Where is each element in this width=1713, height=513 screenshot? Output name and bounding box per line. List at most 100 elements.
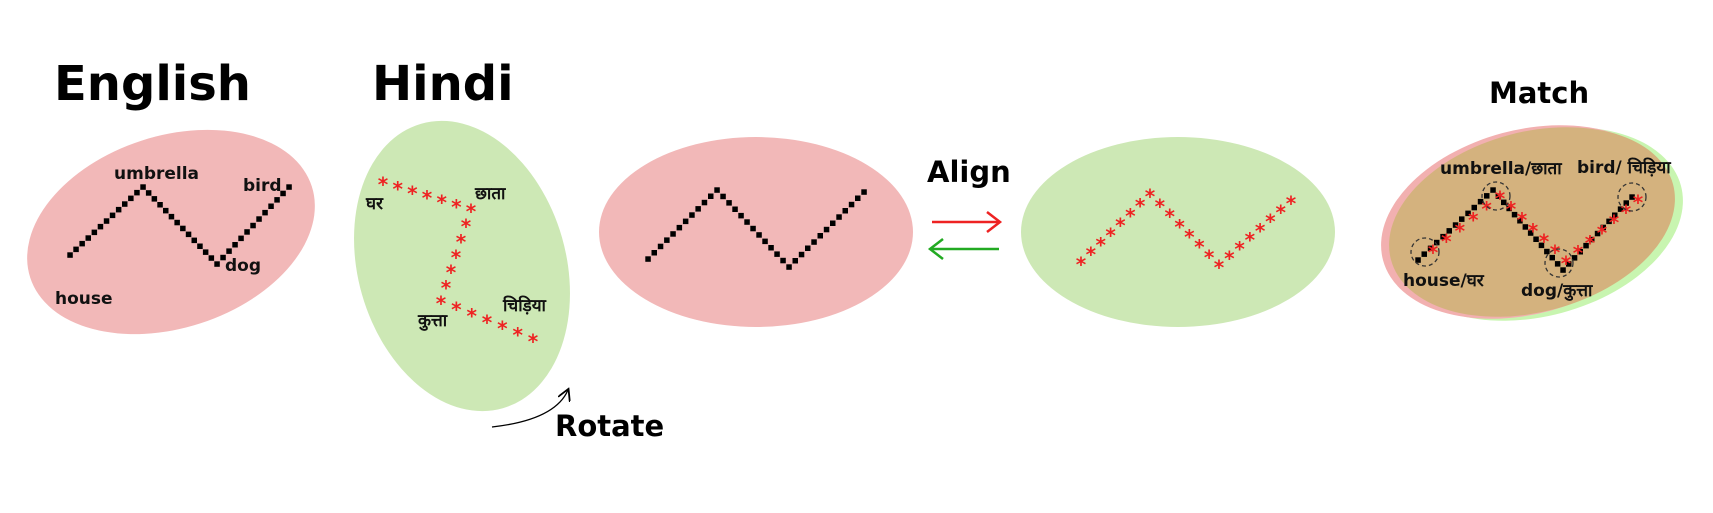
hindi-aligned-ellipse [1021,137,1335,327]
asterisk-marker: * [436,190,447,214]
asterisk-marker: * [1265,210,1276,234]
square-dot-marker [1549,254,1555,261]
asterisk-marker: * [1275,201,1286,225]
asterisk-marker: * [1164,205,1175,229]
square-dot-marker [817,233,823,239]
asterisk-marker: * [1174,215,1185,239]
square-dot-marker [1560,267,1566,273]
english-title: English [54,56,251,112]
square-dot-marker [744,219,750,225]
square-dot-marker [286,184,292,190]
square-dot-marker [274,197,280,203]
square-dot-marker [73,246,79,253]
english-panel: English umbrella bird dog house [27,56,315,335]
square-dot-marker [1471,204,1477,211]
hindi-label-bird: चिड़िया [502,295,547,316]
english-label-house: house [55,289,113,309]
english-label-umbrella: umbrella [114,164,199,184]
match-label-bird: bird/ चिड़िया [1577,157,1671,178]
square-dot-marker [1629,194,1635,200]
asterisk-marker: * [466,304,477,328]
asterisk-marker: * [1621,201,1632,225]
square-dot-marker [1577,249,1583,255]
square-dot-marker [1538,242,1545,249]
square-dot-marker [238,235,244,242]
square-dot-marker [145,190,152,196]
asterisk-marker: * [497,317,508,341]
square-dot-marker [720,193,726,200]
square-dot-marker [657,243,664,250]
asterisk-marker: * [1481,197,1492,221]
english-label-dog: dog [225,256,261,276]
asterisk-marker: * [1184,225,1195,249]
square-dot-marker [226,248,232,254]
asterisk-marker: * [436,291,447,315]
square-dot-marker [79,240,85,247]
curved-arrow-icon [491,390,568,428]
square-dot-marker [732,206,738,212]
rotate-label: Rotate [555,409,664,443]
square-dot-marker [780,257,786,264]
square-dot-marker [1583,242,1589,249]
square-dot-marker [168,213,175,220]
square-dot-marker [208,255,215,261]
square-dot-marker [244,229,250,235]
square-dot-marker [85,235,91,241]
square-dot-marker [682,218,689,225]
square-dot-marker [163,207,169,214]
asterisk-marker: * [1255,219,1266,243]
square-dot-marker [855,195,861,201]
square-dot-marker [848,201,855,208]
asterisk-marker: * [1506,197,1517,221]
asterisk-marker: * [1528,219,1539,243]
square-dot-marker [109,212,116,219]
square-dot-marker [1623,200,1629,206]
asterisk-marker: * [1234,237,1245,261]
square-dot-marker [1477,198,1484,205]
match-hindi-path: * * * * * * * * * * * * * * * * * * [1428,186,1644,275]
asterisk-marker: * [1286,191,1297,215]
square-dot-marker [701,199,708,206]
square-dot-marker [695,206,701,212]
square-dot-marker [756,232,762,238]
asterisk-marker: * [1194,235,1205,259]
square-dot-marker [1527,230,1534,236]
match-label-house: house/घर [1403,271,1485,291]
match-label-dog: dog/कुत्ता [1521,281,1593,301]
square-dot-marker [798,251,805,258]
square-dot-marker [1484,193,1490,199]
square-dot-marker [180,225,186,232]
asterisk-marker: * [1155,195,1166,219]
square-dot-marker [836,214,842,220]
match-panel: Match * * * * * * * * * * * * * * * * * * umbrella/छाता b… [1381,76,1683,321]
square-dot-marker [220,254,226,261]
square-dot-marker [1427,245,1434,252]
match-label-umbrella: umbrella/छाता [1440,159,1562,179]
square-dot-marker [140,184,146,190]
asterisk-marker: * [461,215,472,239]
square-dot-marker [664,237,670,243]
square-dot-marker [232,242,238,248]
english-aligned-path [645,187,867,270]
asterisk-marker: * [378,172,389,196]
asterisk-marker: * [512,323,523,347]
hindi-aligned-path: * * * * * * * * * * * * * * * * * * * * * * [1076,184,1297,279]
square-dot-marker [726,200,732,206]
square-dot-marker [1511,211,1518,218]
square-dot-marker [1495,193,1502,199]
square-dot-marker [1612,212,1618,218]
square-dot-marker [1566,261,1572,267]
square-dot-marker [214,261,220,267]
square-dot-marker [762,238,768,245]
hindi-aligned-panel: * * * * * * * * * * * * * * * * * * * * * * [1021,137,1335,327]
match-overlap-ellipse [1389,127,1675,317]
square-dot-marker [1465,210,1471,217]
hindi-ellipse [354,120,570,412]
square-dot-marker [1440,233,1446,240]
square-dot-marker [750,225,756,232]
square-dot-marker [842,208,848,214]
hindi-word-path: * * * * * * ******* * * * * * * [378,172,539,353]
left-arrow-icon [927,238,999,260]
asterisk-marker: * [1468,208,1479,232]
dashed-circle-icon [1410,237,1440,267]
